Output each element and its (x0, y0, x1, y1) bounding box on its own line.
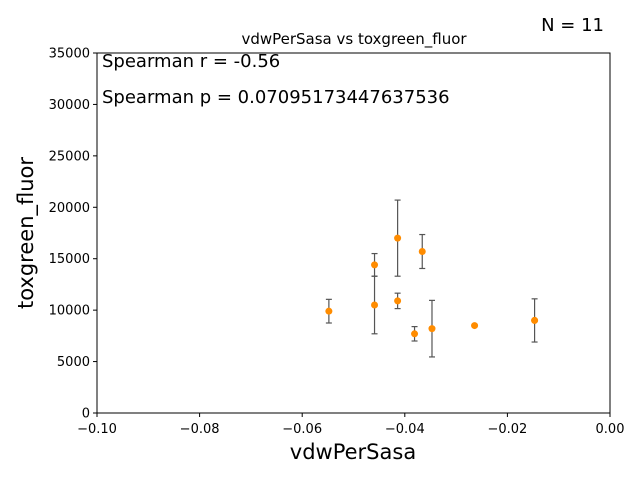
data-point (394, 234, 402, 242)
x-tick-label: −0.06 (282, 422, 322, 437)
data-point (411, 330, 419, 338)
spearman-r-annotation: Spearman r = -0.56 (102, 51, 280, 72)
n-annotation: N = 11 (541, 15, 604, 36)
data-point (428, 325, 436, 333)
x-tick-label: −0.02 (487, 422, 527, 437)
x-tick-label: 0.00 (596, 422, 625, 437)
data-point (371, 261, 379, 269)
data-point (531, 316, 539, 324)
points-layer (325, 234, 539, 338)
x-tick-label: −0.04 (385, 422, 425, 437)
y-tick-label: 25000 (49, 149, 90, 164)
y-tick-label: 5000 (57, 355, 90, 370)
y-tick-label: 20000 (49, 201, 90, 216)
y-axis: 0 5000 10000 15000 20000 25000 30000 35000 (49, 47, 97, 422)
x-axis: −0.10 −0.08 −0.06 −0.04 −0.02 0.00 (77, 413, 624, 437)
y-tick-label: 35000 (49, 47, 90, 62)
data-point (418, 248, 426, 256)
y-axis-label: toxgreen_fluor (14, 157, 39, 309)
x-tick-label: −0.08 (180, 422, 220, 437)
data-point (471, 322, 479, 330)
spearman-p-annotation: Spearman p = 0.07095173447637536 (102, 87, 450, 108)
data-point (394, 297, 402, 305)
data-point (325, 307, 333, 315)
x-axis-label: vdwPerSasa (290, 440, 416, 464)
y-tick-label: 10000 (49, 304, 90, 319)
plot-frame (96, 52, 611, 414)
x-tick-label: −0.10 (77, 422, 117, 437)
chart-title: vdwPerSasa vs toxgreen_fluor (241, 30, 467, 49)
y-tick-label: 0 (82, 407, 90, 422)
y-tick-label: 15000 (49, 252, 90, 267)
y-tick-label: 30000 (49, 98, 90, 113)
data-point (371, 301, 379, 309)
